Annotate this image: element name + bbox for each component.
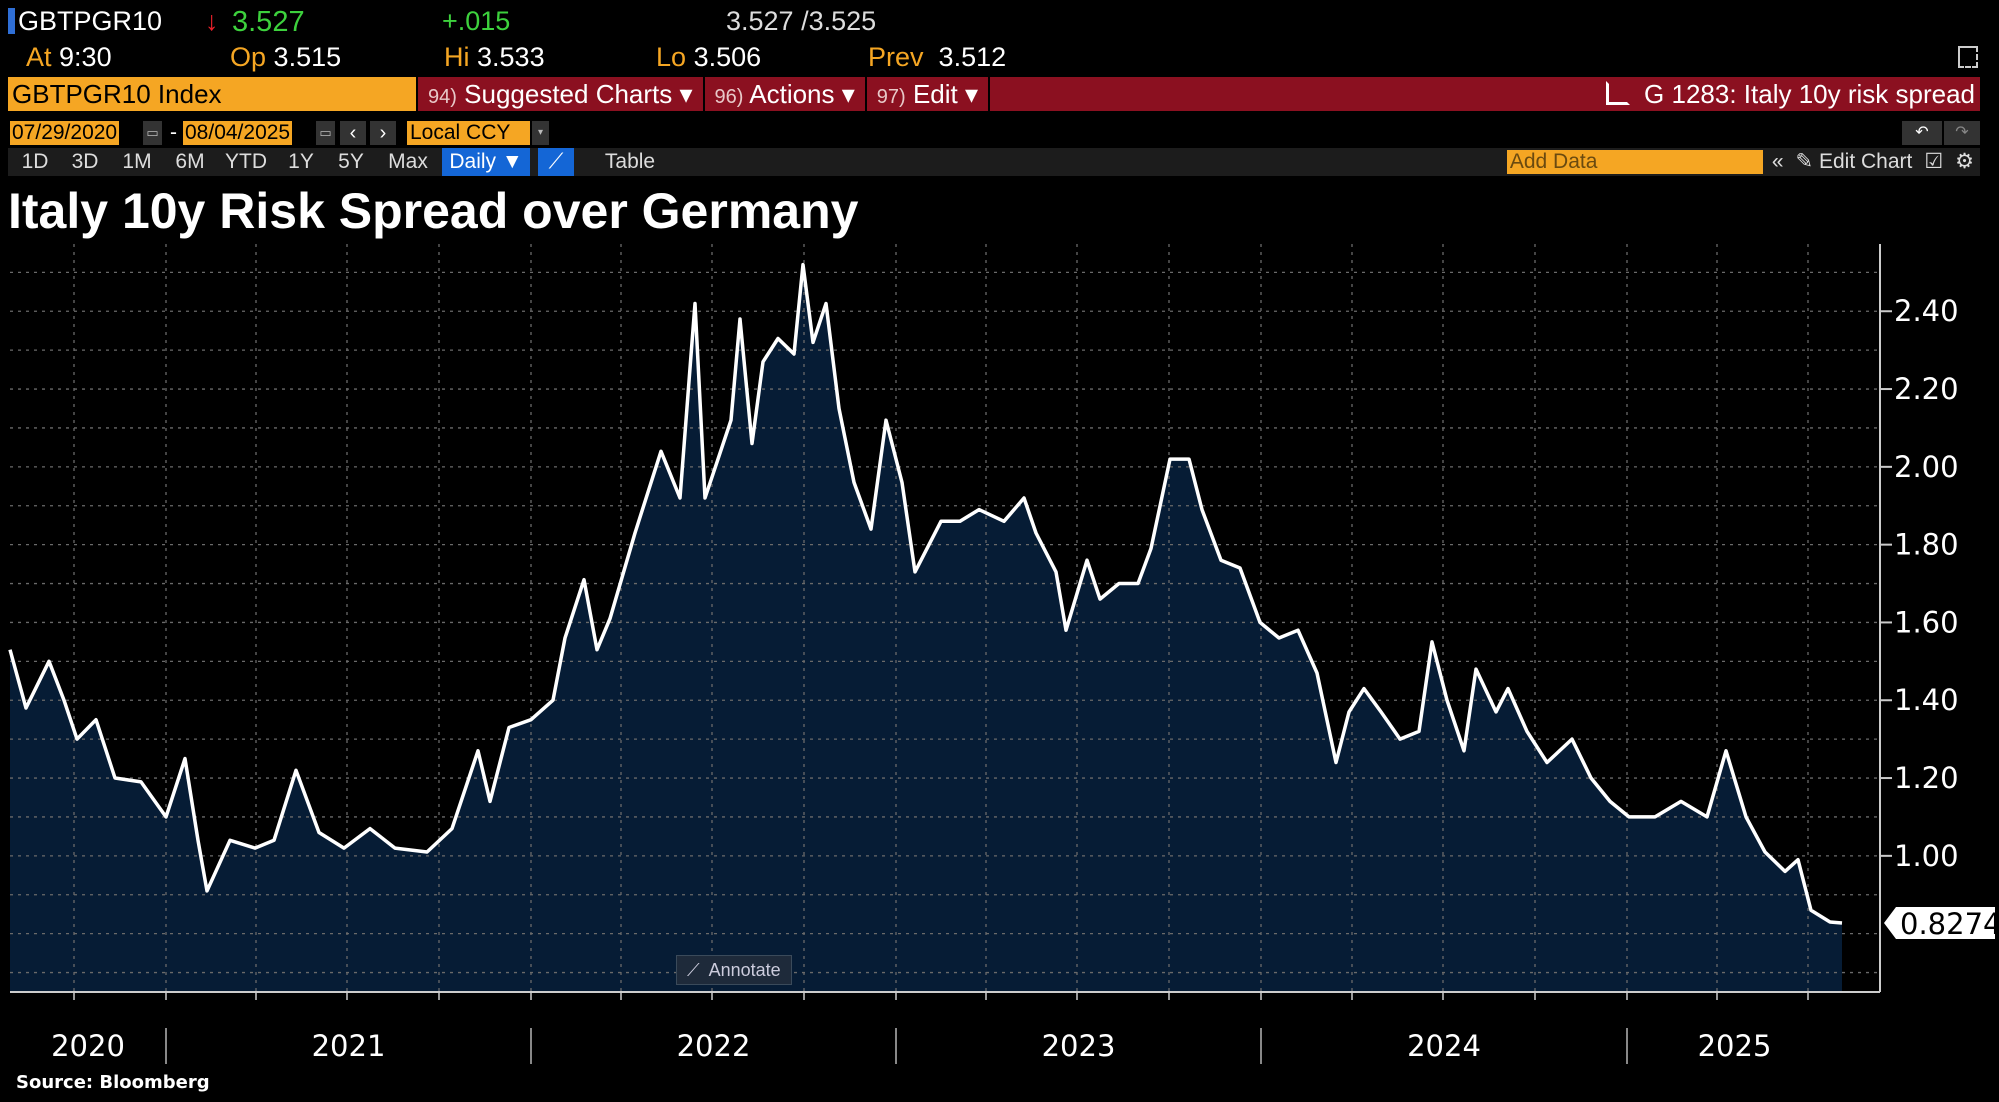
frequency-select[interactable]: Daily ▼ [442,148,530,176]
x-tick-label: 2021 [312,1029,386,1063]
next-period-button[interactable]: › [370,121,396,145]
menu-bar [418,77,1980,111]
annotate-label: Annotate [708,960,781,980]
annotate-button[interactable]: ⟋ Annotate [676,955,792,985]
line-chart-icon[interactable]: ⟋ [538,148,574,176]
time-value: 9:30 [59,42,112,72]
pop-out-icon[interactable] [1958,46,1978,68]
open-label: Op [230,42,267,72]
low-value: 3.506 [693,42,762,72]
series-line [8,262,1843,925]
high-label: Hi [444,42,470,72]
toolbar-right-group: Add Data « ✎ Edit Chart ☑ ⚙ [1506,148,1977,176]
chart-link-label: G 1283: Italy 10y risk spread [1644,79,1975,109]
ticker: GBTPGR10 [18,6,163,36]
bid-ask: 3.527 /3.525 [726,6,877,36]
edit-chart-button[interactable]: ✎ Edit Chart [1793,148,1916,176]
y-tick-label: 1.00 [1894,839,1959,873]
x-tick-label: 2025 [1698,1029,1772,1063]
y-tick-label: 1.20 [1894,761,1959,795]
redo-button[interactable]: ↷ [1944,121,1980,145]
period-1y[interactable]: 1Y [288,150,314,173]
period-1d[interactable]: 1D [21,150,49,173]
prev-value: 3.512 [938,42,1007,72]
y-tick-label: 2.00 [1894,450,1959,484]
y-tick-label: 1.80 [1894,528,1959,562]
y-tick-label: 2.40 [1894,294,1959,328]
period-5y[interactable]: 5Y [338,150,364,173]
collapse-icon[interactable]: « [1771,150,1784,173]
x-tick-label: 2020 [51,1029,125,1063]
date-separator: - [170,121,177,144]
x-tick-label: 2024 [1407,1029,1481,1063]
open-value: 3.515 [273,42,342,72]
menu-number: 97) [876,86,906,108]
ticker-marker [8,8,15,34]
table-button[interactable]: Table [604,150,656,173]
period-3d[interactable]: 3D [71,150,99,173]
down-arrow-icon: ↓ [205,6,219,36]
security-field[interactable]: GBTPGR10 Index [8,77,416,111]
pencil-icon: ⟋ [687,960,700,980]
menu-label: Actions ▾ [749,79,855,109]
calendar-icon[interactable]: ▭ [143,121,162,145]
calendar-icon[interactable]: ▭ [316,121,335,145]
suggested-charts-menu[interactable]: 94) Suggested Charts ▾ [418,77,705,111]
high-value: 3.533 [477,42,545,72]
x-tick-label: 2023 [1042,1029,1116,1063]
chart-title: Italy 10y Risk Spread over Germany [8,183,859,239]
last-value-label: 0.8274 [1900,907,1999,941]
add-data-input[interactable]: Add Data [1506,150,1763,174]
period-ytd[interactable]: YTD [225,150,267,173]
series-area [10,264,1842,993]
y-tick-label: 2.20 [1894,372,1959,406]
external-link-icon [1606,81,1631,105]
edit-chart-label: Edit Chart [1818,150,1913,173]
menu-label: Edit ▾ [912,79,979,109]
period-max[interactable]: Max [388,150,428,173]
previous-period-button[interactable]: ‹ [340,121,366,145]
start-date-input[interactable]: 07/29/2020 [10,121,120,145]
pencil-icon: ✎ [1795,150,1814,173]
chart-settings-icon[interactable]: ☑ [1924,150,1944,173]
prev-label: Prev [868,42,924,72]
low-field: Lo 3.506 [656,42,761,73]
undo-button[interactable]: ↶ [1902,121,1942,145]
currency-select[interactable]: Local CCY [407,121,530,145]
actions-menu[interactable]: 96) Actions ▾ [705,77,867,111]
end-date-input[interactable]: 08/04/2025 [183,121,293,145]
edit-menu[interactable]: 97) Edit ▾ [867,77,991,111]
chevron-down-icon[interactable]: ▾ [532,121,549,145]
menu-label: Suggested Charts ▾ [464,79,693,109]
last-value-badge [1884,906,1995,939]
last-price: 3.527 [232,6,305,38]
gear-icon[interactable]: ⚙ [1955,150,1974,173]
period-6m[interactable]: 6M [175,150,205,173]
source-note: Source: Bloomberg [16,1072,210,1093]
period-1m[interactable]: 1M [122,150,152,173]
y-tick-label: 1.60 [1894,605,1959,639]
prev-field: Prev 3.512 [868,42,1006,73]
high-field: Hi 3.533 [444,42,545,73]
low-label: Lo [656,42,687,72]
x-tick-label: 2022 [677,1029,751,1063]
menu-group: 94) Suggested Charts ▾ 96) Actions ▾ 97)… [418,77,991,111]
time-field: At 9:30 [26,42,112,73]
y-tick-label: 1.40 [1894,683,1959,717]
open-field: Op 3.515 [230,42,341,73]
menu-number: 94) [428,86,457,108]
net-change: +.015 [442,6,511,36]
menu-number: 96) [714,86,744,108]
time-label: At [26,42,52,72]
chart-link[interactable]: G 1283: Italy 10y risk spread [1606,77,1975,111]
